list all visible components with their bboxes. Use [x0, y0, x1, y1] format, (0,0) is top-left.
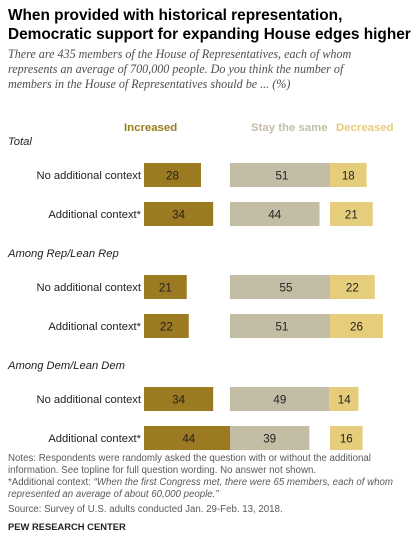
data-label: 51 — [275, 321, 288, 334]
additional-context-text-2: represented an average of about 60,000 p… — [8, 489, 219, 501]
data-label: 44 — [268, 209, 281, 222]
row-label: Additional context* — [48, 321, 141, 333]
chart-subtitle-line-1: There are 435 members of the House of Re… — [8, 47, 352, 61]
chart-title-line-2: Democratic support for expanding House e… — [8, 26, 411, 43]
column-header-increased: Increased — [124, 122, 177, 134]
row-label: Additional context* — [48, 433, 141, 445]
data-label: 16 — [340, 433, 353, 446]
additional-context-text-1: “When the first Congress met, there were… — [93, 477, 393, 488]
data-label: 21 — [345, 209, 358, 222]
group-label: Among Dem/Lean Dem — [7, 360, 125, 372]
bar-stay-the-same — [230, 275, 342, 299]
bar-decreased — [330, 387, 359, 411]
bar-decreased — [330, 202, 373, 226]
group-label: Total — [8, 136, 32, 148]
chart-title-line-1: When provided with historical representa… — [8, 7, 343, 24]
bar-increased — [144, 163, 201, 187]
data-label: 18 — [342, 170, 355, 183]
row-label: No additional context — [37, 282, 142, 294]
data-label: 14 — [338, 394, 351, 407]
data-label: 22 — [346, 282, 359, 295]
bar-decreased — [330, 163, 367, 187]
chart-title: When provided with historical representa… — [8, 6, 418, 44]
additional-context-prefix: *Additional context: — [8, 477, 94, 488]
row-label: No additional context — [37, 170, 142, 182]
data-label: 55 — [280, 282, 293, 295]
bar-increased — [144, 387, 214, 411]
data-label: 28 — [166, 170, 179, 183]
chart-subtitle-line-3: members in the House of Representatives … — [8, 77, 291, 91]
notes-line-1: Notes: Respondents were randomly asked t… — [8, 453, 371, 464]
row-label: Additional context* — [48, 209, 141, 221]
source-credit: PEW RESEARCH CENTER — [8, 521, 126, 532]
bar-stay-the-same — [230, 163, 334, 187]
bar-increased — [144, 275, 187, 299]
chart-subtitle: There are 435 members of the House of Re… — [8, 47, 413, 92]
row-label: No additional context — [37, 394, 142, 406]
bar-stay-the-same — [230, 387, 330, 411]
bar-stay-the-same — [230, 202, 320, 226]
bar-decreased — [330, 314, 383, 338]
data-label: 34 — [172, 394, 185, 407]
bar-chart: Increased Stay the same Decreased Total No a… — [7, 122, 394, 450]
chart-subtitle-line-2: represents an average of 700,000 people.… — [8, 62, 344, 76]
data-label: 49 — [273, 394, 286, 407]
data-label: 39 — [263, 433, 276, 446]
bar-decreased — [330, 275, 375, 299]
data-label: 44 — [182, 433, 195, 446]
column-header-decreased: Decreased — [336, 122, 394, 134]
bar-decreased — [330, 426, 363, 450]
column-header-stay-the-same: Stay the same — [251, 122, 328, 134]
data-label: 34 — [172, 209, 185, 222]
bar-increased — [144, 202, 214, 226]
bar-increased — [144, 426, 234, 450]
notes-line-2: information. See topline for full questi… — [8, 465, 317, 477]
data-label: 26 — [350, 321, 363, 334]
data-label: 22 — [160, 321, 173, 334]
data-label: 21 — [159, 282, 172, 295]
data-label: 51 — [275, 170, 288, 183]
bar-stay-the-same — [230, 314, 334, 338]
bar-increased — [144, 314, 189, 338]
group-label: Among Rep/Lean Rep — [7, 248, 119, 260]
survey-source: Source: Survey of U.S. adults conducted … — [8, 504, 283, 515]
notes: Notes: Respondents were randomly asked t… — [8, 453, 418, 477]
bar-stay-the-same — [230, 426, 310, 450]
additional-context-note: *Additional context: “When the first Con… — [8, 477, 418, 501]
